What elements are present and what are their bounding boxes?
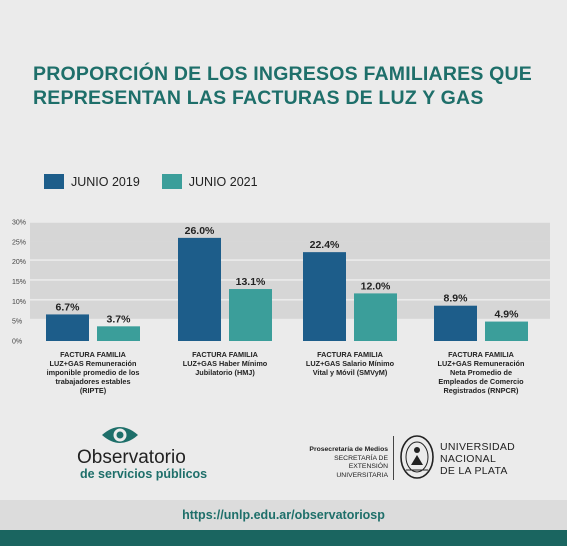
bar-2019 bbox=[303, 252, 346, 341]
bar-2021 bbox=[229, 289, 272, 341]
university-name: UNIVERSIDAD NACIONAL DE LA PLATA bbox=[440, 441, 515, 477]
category-label-line: Vital y Móvil (SMVyM) bbox=[312, 368, 388, 377]
title-line-2: REPRESENTAN LAS FACTURAS DE LUZ Y GAS bbox=[33, 87, 484, 109]
data-label: 22.4% bbox=[310, 239, 340, 251]
category-label-line: Empleados de Comercio bbox=[438, 377, 524, 386]
secretaria-line-2: EXTENSIÓN UNIVERSITARIA bbox=[336, 463, 388, 479]
category-label-line: Registrados (RNPCR) bbox=[443, 386, 519, 395]
grid-band bbox=[30, 241, 550, 260]
data-label: 8.9% bbox=[444, 293, 469, 305]
category-label-line: LUZ+GAS Remuneración bbox=[49, 359, 137, 368]
category-label: FACTURA FAMILIA LUZ+GAS Remuneración impon… bbox=[28, 350, 158, 395]
category-label-line: FACTURA FAMILIA bbox=[317, 350, 383, 359]
data-label: 3.7% bbox=[107, 313, 132, 325]
data-label: 13.1% bbox=[236, 276, 266, 288]
title-line-1: PROPORCIÓN DE LOS INGRESOS FAMILIARES QU… bbox=[33, 63, 533, 85]
category-label-line: FACTURA FAMILIA bbox=[60, 350, 126, 359]
eye-logo-icon bbox=[102, 427, 138, 443]
grid-band bbox=[30, 260, 550, 280]
legend-label-2019: JUNIO 2019 bbox=[71, 174, 140, 189]
bar-chart: 0% 5% 10% 15% 20% 25% 30% 6.7% 26.0% 22.4% 8.9% 3.7… bbox=[12, 220, 550, 346]
category-label-line: LUZ+GAS Salario Mínimo bbox=[305, 359, 395, 368]
prosecretaria-text: Prosecretaría de Medios SECRETARÍA DE EX… bbox=[296, 446, 388, 480]
grid-band bbox=[30, 300, 550, 319]
bar-2021 bbox=[354, 293, 397, 341]
legend-swatch-2019 bbox=[44, 174, 64, 189]
observatorio-subtitle: de servicios públicos bbox=[80, 467, 208, 481]
bar-2019 bbox=[434, 305, 477, 341]
secretaria-line-1: SECRETARÍA DE bbox=[334, 454, 388, 462]
prosecretaria-line: Prosecretaría de Medios bbox=[309, 446, 388, 453]
data-label: 4.9% bbox=[495, 309, 520, 321]
category-label-line: imponible promedio de los bbox=[46, 368, 140, 377]
legend-label-2021: JUNIO 2021 bbox=[188, 174, 258, 189]
data-label: 6.7% bbox=[56, 301, 81, 313]
category-label-line: FACTURA FAMILIA bbox=[192, 350, 258, 359]
category-label-line: trabajadores estables bbox=[55, 377, 131, 386]
brand-divider bbox=[393, 436, 394, 480]
category-label-line: Jubilatorio (HMJ) bbox=[195, 368, 255, 377]
footer-band bbox=[0, 500, 567, 530]
observatorio-name: Observatorio bbox=[77, 447, 186, 468]
y-tick-label: 10% bbox=[12, 299, 26, 306]
category-label: FACTURA FAMILIA LUZ+GAS Haber Mínimo Jubil… bbox=[160, 350, 290, 377]
data-label: 12.0% bbox=[361, 280, 391, 292]
chart-title: PROPORCIÓN DE LOS INGRESOS FAMILIARES QU… bbox=[33, 62, 553, 110]
univ-line-2: NACIONAL bbox=[440, 453, 497, 465]
y-tick-label: 30% bbox=[12, 220, 26, 227]
y-tick-label: 25% bbox=[12, 239, 26, 246]
category-label-line: FACTURA FAMILIA bbox=[448, 350, 514, 359]
category-label-line: (RIPTE) bbox=[79, 386, 107, 395]
univ-line-1: UNIVERSIDAD bbox=[440, 441, 516, 453]
legend: JUNIO 2019 JUNIO 2021 bbox=[44, 174, 280, 189]
university-seal-icon bbox=[400, 435, 434, 479]
bar-2021 bbox=[97, 326, 140, 341]
bar-2019 bbox=[46, 314, 89, 341]
bar-2021 bbox=[485, 321, 528, 341]
univ-line-3: DE LA PLATA bbox=[440, 465, 508, 477]
data-label: 26.0% bbox=[185, 225, 215, 237]
grid-band bbox=[30, 222, 550, 242]
y-tick-label: 5% bbox=[12, 319, 22, 326]
category-label: FACTURA FAMILIA LUZ+GAS Salario Mínimo Vit… bbox=[285, 350, 415, 377]
y-tick-label: 0% bbox=[12, 339, 22, 346]
bar-2019 bbox=[178, 237, 221, 341]
y-tick-label: 15% bbox=[12, 279, 26, 286]
footer-url-link[interactable]: https://unlp.edu.ar/observatoriosp bbox=[182, 508, 385, 522]
category-label: FACTURA FAMILIA LUZ+GAS Remuneración Neta … bbox=[416, 350, 546, 395]
y-tick-label: 20% bbox=[12, 259, 26, 266]
bottom-bar bbox=[0, 530, 567, 546]
category-label-line: Neta Promedio de bbox=[449, 368, 513, 377]
category-label-line: LUZ+GAS Remuneración bbox=[437, 359, 525, 368]
legend-swatch-2021 bbox=[161, 174, 182, 189]
category-label-line: LUZ+GAS Haber Mínimo bbox=[182, 359, 268, 368]
grid-band bbox=[30, 280, 550, 299]
